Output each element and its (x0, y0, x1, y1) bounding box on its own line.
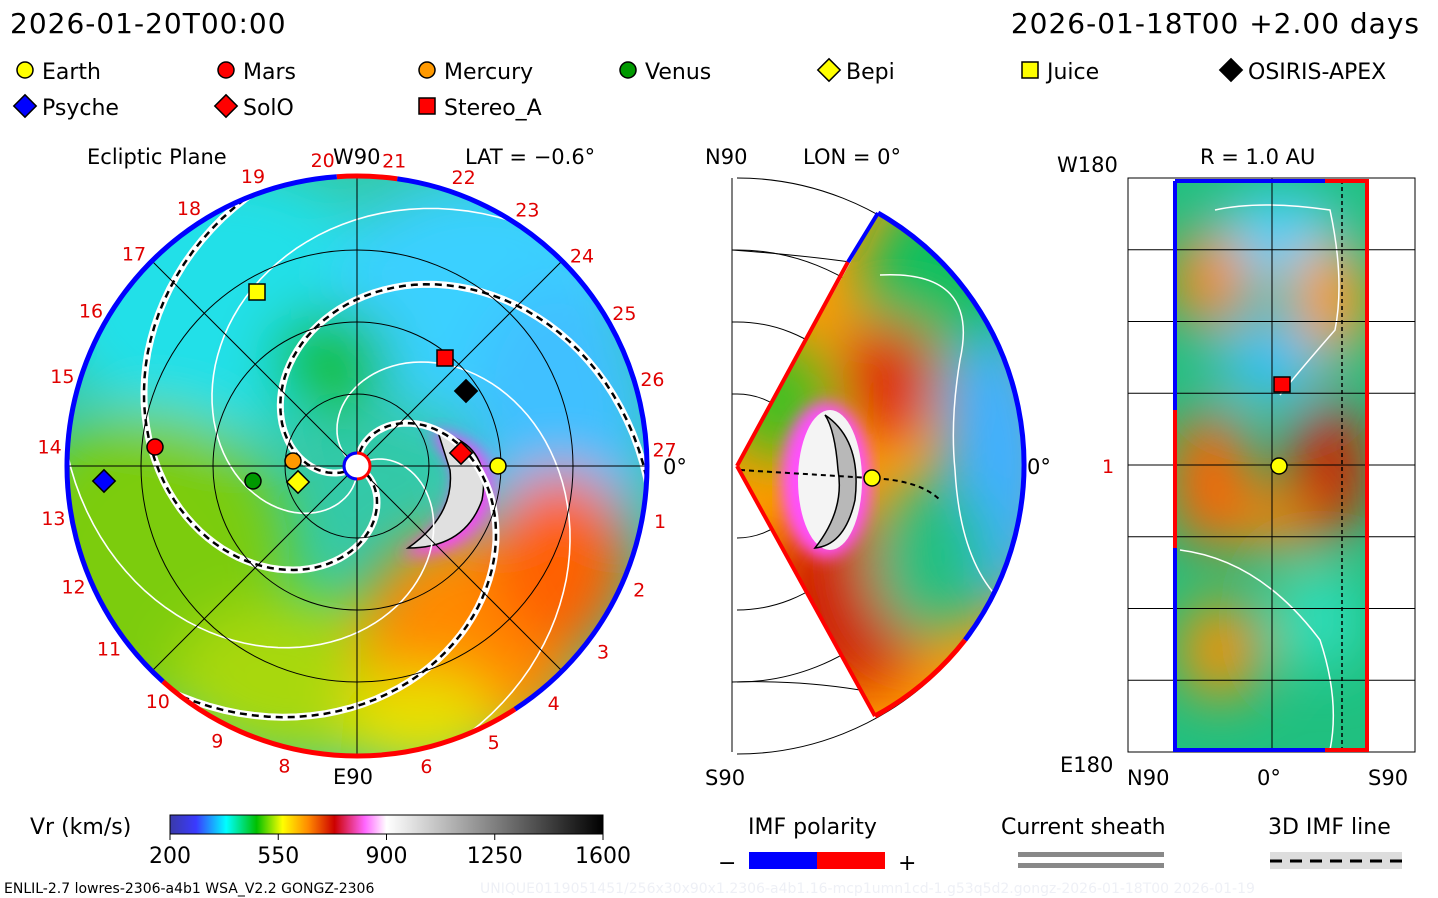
day-label-8: 8 (278, 755, 290, 777)
imf-plus: + (898, 851, 916, 876)
day-label-3: 3 (597, 641, 609, 663)
w90-label: W90 (333, 145, 381, 169)
venus-legend-icon (619, 61, 637, 79)
psyche-legend-label: Psyche (42, 96, 119, 121)
imf-label: IMF polarity (748, 815, 877, 840)
solo-legend-icon (213, 93, 239, 119)
day-label-24: 24 (570, 246, 594, 268)
day-label-6: 6 (420, 756, 432, 778)
shell-s90-label: S90 (1368, 766, 1408, 790)
day-label-5: 5 (488, 732, 500, 754)
stereo-a-legend-label: Stereo_A (444, 96, 542, 121)
day-label-15: 15 (50, 366, 74, 388)
body-legend: Earth Mars Mercury Venus Bepi Juice OSIRIS-APE… (12, 57, 1386, 121)
shell-panel: W180 R = 1.0 AU E180 1 N90 0° S90 (1057, 145, 1416, 790)
day-label-26: 26 (640, 369, 664, 391)
psyche-legend-icon (12, 93, 38, 119)
model-time: 2026-01-20T00:00 (10, 7, 287, 40)
zero-deg-label: 0° (663, 455, 687, 479)
imf-polarity-legend: IMF polarity − + (718, 815, 916, 876)
bepi-legend-label: Bepi (846, 60, 895, 85)
colorbar-tick: 200 (149, 844, 191, 869)
current-sheath-legend: Current sheath (1001, 815, 1166, 868)
day-label-18: 18 (177, 198, 201, 220)
imf-line-legend: 3D IMF line (1268, 815, 1402, 869)
sheath-label: Current sheath (1001, 815, 1166, 840)
mars-legend-icon (217, 61, 235, 79)
colorbar-tick: 900 (366, 844, 408, 869)
day-label-19: 19 (241, 166, 265, 188)
mars-marker (146, 438, 164, 456)
lat-label: LAT = −0.6° (465, 145, 595, 169)
earth-marker (489, 457, 507, 475)
mercury-legend-icon (418, 61, 436, 79)
juice-legend-icon (1021, 61, 1039, 79)
day-label-20: 20 (311, 150, 335, 172)
day-label-22: 22 (452, 167, 476, 189)
s90-label: S90 (705, 766, 745, 790)
day-label-2: 2 (633, 580, 645, 602)
vr-colorbar: Vr (km/s) 200 550 900 1250 1600 (30, 814, 631, 869)
stereo-a-legend-icon (418, 97, 436, 115)
w180-label: W180 (1057, 153, 1118, 177)
earth-legend-label: Earth (42, 60, 101, 85)
mercury-marker (284, 452, 302, 470)
shell-zero-label: 0° (1257, 766, 1281, 790)
mer-zero-label: 0° (1027, 455, 1051, 479)
day-label-4: 4 (548, 693, 560, 715)
solo-legend-label: SolO (243, 96, 294, 121)
imfline-label: 3D IMF line (1268, 815, 1391, 840)
osiris-apex-legend-icon (1218, 57, 1244, 83)
earth-legend-icon (16, 61, 34, 79)
psyche-marker (91, 468, 117, 494)
solo-marker (448, 440, 474, 466)
e90-label: E90 (333, 765, 373, 789)
day-label-27: 27 (652, 439, 676, 461)
run-info: UNIQUE0119051451/256x30x90x1.2306-a4b1.1… (480, 881, 1255, 897)
earth-marker-meridional (863, 469, 881, 487)
imf-minus: − (718, 851, 736, 876)
earth-marker-shell (1270, 457, 1288, 475)
e180-label: E180 (1060, 753, 1113, 777)
mars-legend-label: Mars (243, 60, 296, 85)
osiris-apex-legend-label: OSIRIS-APEX (1248, 60, 1386, 85)
stereo-a-marker-shell (1273, 376, 1291, 393)
bepi-legend-icon (816, 57, 842, 83)
n90-label: N90 (705, 145, 747, 169)
venus-marker (244, 472, 262, 490)
lon-label: LON = 0° (803, 145, 901, 169)
mercury-legend-label: Mercury (444, 60, 533, 85)
venus-legend-label: Venus (645, 60, 711, 85)
model-info: ENLIL-2.7 lowres-2306-a4b1 WSA_V2.2 GONG… (4, 881, 374, 897)
day-label-23: 23 (515, 199, 539, 221)
day-label-16: 16 (79, 301, 103, 323)
osiris-apex-marker (453, 378, 479, 404)
day-label-1: 1 (654, 511, 666, 533)
r-label: R = 1.0 AU (1200, 145, 1315, 169)
colorbar-tick: 550 (257, 844, 299, 869)
juice-legend-label: Juice (1045, 60, 1099, 85)
day-label-11: 11 (97, 639, 121, 661)
day-label-12: 12 (61, 577, 85, 599)
shell-mid-label: 1 (1102, 456, 1114, 478)
ecliptic-title: Ecliptic Plane (87, 145, 227, 169)
day-label-21: 21 (382, 150, 406, 172)
day-label-25: 25 (612, 303, 636, 325)
juice-marker (248, 283, 266, 301)
stereo-a-marker (436, 349, 454, 367)
day-label-9: 9 (211, 731, 223, 753)
day-label-10: 10 (146, 691, 170, 713)
shell-n90-label: N90 (1127, 766, 1169, 790)
day-label-14: 14 (38, 437, 62, 459)
colorbar-tick: 1250 (467, 844, 523, 869)
colorbar-tick: 1600 (575, 844, 631, 869)
colorbar-label: Vr (km/s) (30, 815, 131, 840)
run-time: 2026-01-18T00 +2.00 days (1011, 7, 1420, 40)
meridional-panel: N90 LON = 0° S90 0° (705, 145, 1051, 790)
day-label-13: 13 (41, 508, 65, 530)
bepi-marker (285, 469, 311, 495)
day-label-17: 17 (122, 244, 146, 266)
